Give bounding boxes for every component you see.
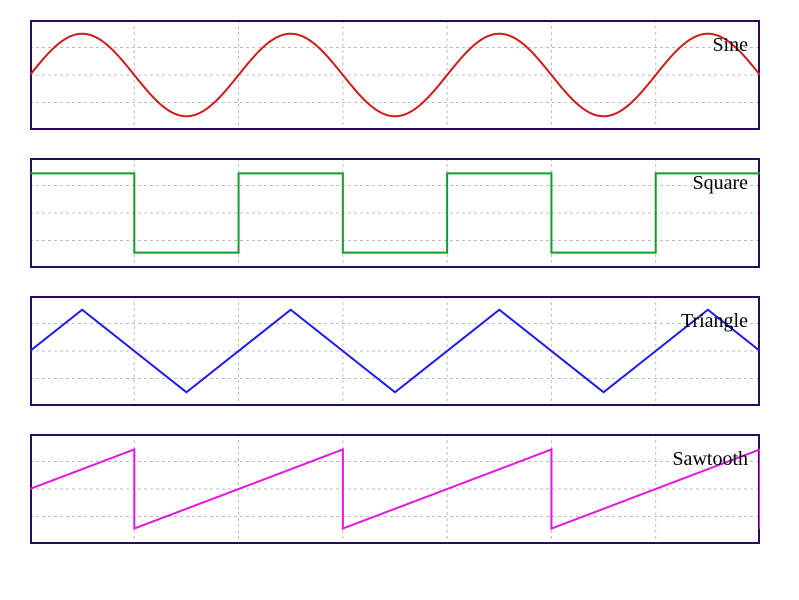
- sawtooth-panel: Sawtooth: [30, 434, 760, 544]
- sine-svg: [30, 20, 760, 130]
- square-panel: Square: [30, 158, 760, 268]
- sawtooth-label: Sawtooth: [672, 448, 748, 471]
- sawtooth-svg: [30, 434, 760, 544]
- triangle-panel: Triangle: [30, 296, 760, 406]
- square-svg: [30, 158, 760, 268]
- waveform-container: Sine Square Triangle Sawtooth: [0, 0, 799, 564]
- triangle-svg: [30, 296, 760, 406]
- square-label: Square: [692, 172, 748, 195]
- sine-panel: Sine: [30, 20, 760, 130]
- triangle-label: Triangle: [681, 310, 748, 333]
- sine-label: Sine: [712, 34, 748, 57]
